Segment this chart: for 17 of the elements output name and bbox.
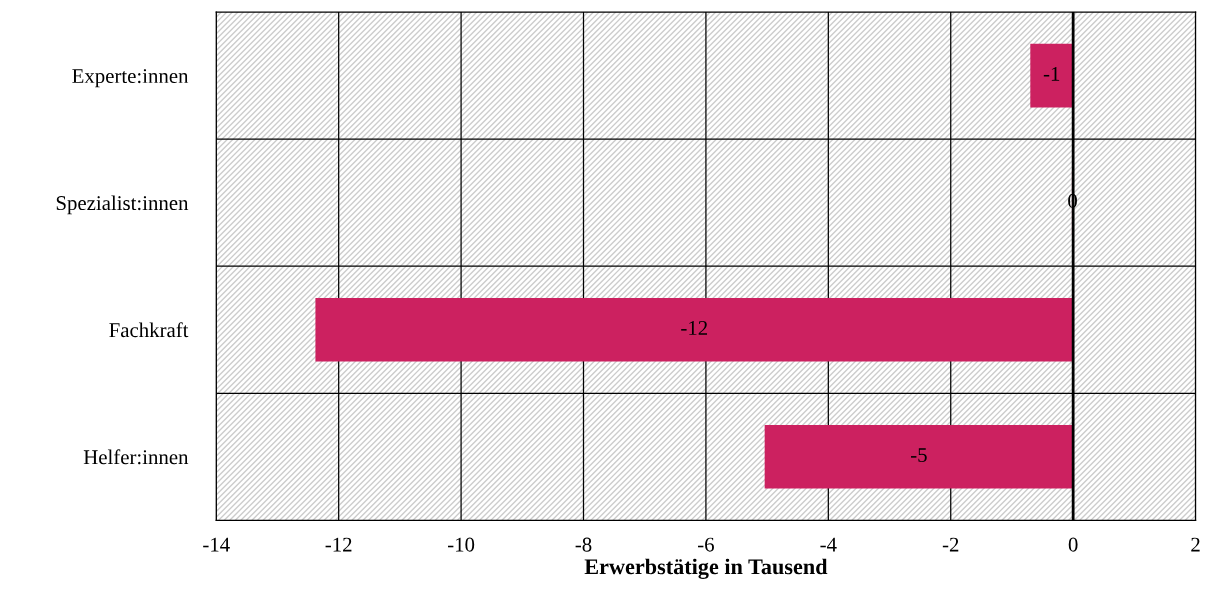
y-tick-label: Helfer:innen xyxy=(83,449,189,465)
x-tick-label: -6 xyxy=(698,537,714,552)
x-tick-label: 0 xyxy=(1068,537,1078,552)
y-tick-label: Fachkraft xyxy=(109,322,189,338)
x-axis-title: Erwerbstätige in Tausend xyxy=(584,558,828,579)
x-tick-label: -8 xyxy=(575,537,592,552)
y-tick-label: Spezialist:innen xyxy=(56,195,189,215)
x-tick-label: -2 xyxy=(942,537,959,552)
x-tick-label: -12 xyxy=(325,537,352,552)
y-tick-label: Experte:innen xyxy=(72,69,189,88)
x-tick-label: 2 xyxy=(1191,537,1200,552)
x-tick-label: -14 xyxy=(203,537,230,552)
x-tick-label: -10 xyxy=(447,537,475,552)
x-tick-label: -4 xyxy=(820,537,837,552)
data-label: -12 xyxy=(681,320,708,335)
data-label: -1 xyxy=(1043,66,1060,81)
data-label: -5 xyxy=(911,448,927,462)
